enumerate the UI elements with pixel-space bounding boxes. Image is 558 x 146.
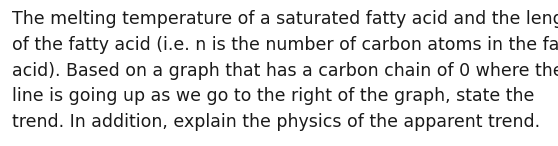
Text: The melting temperature of a saturated fatty acid and the length
of the fatty ac: The melting temperature of a saturated f… (12, 10, 558, 131)
